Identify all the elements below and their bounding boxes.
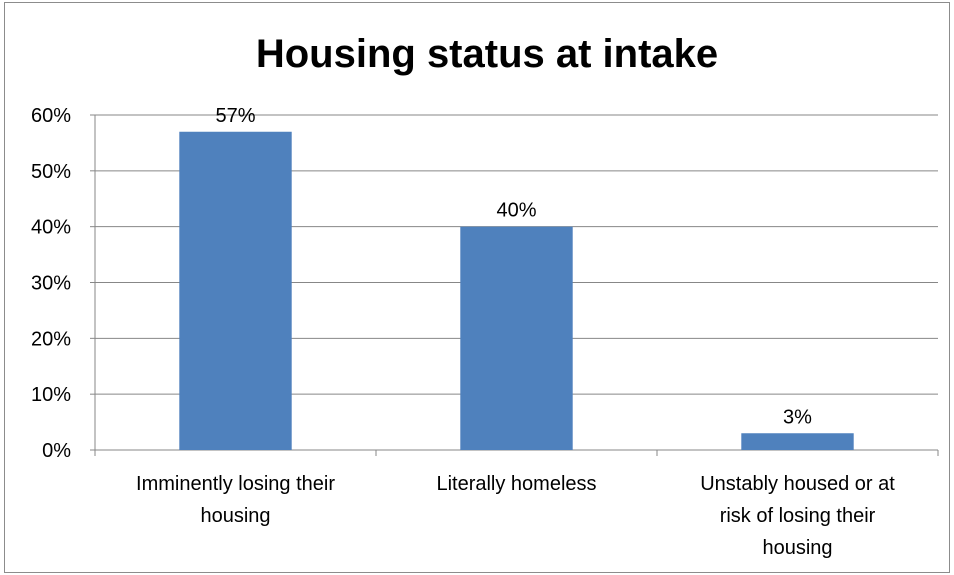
y-tick-label: 50% [31, 161, 71, 183]
bar [179, 131, 292, 450]
y-tick-label: 60% [31, 105, 71, 127]
labels: 57% Imminently losing their housing 40% Lite… [136, 105, 895, 559]
x-tick-label-line: housing [762, 537, 832, 559]
bars [179, 131, 854, 450]
y-tick-label: 40% [31, 217, 71, 239]
x-tick-label: Literally homeless [436, 473, 596, 495]
x-tick-label: Unstably housed or at risk of losing thei… [700, 473, 895, 559]
x-tick-label-line: Unstably housed or at [700, 473, 895, 495]
data-label: 57% [215, 105, 255, 127]
y-tick-label: 20% [31, 328, 71, 350]
x-tick-label: Imminently losing their housing [136, 473, 335, 527]
bar [741, 433, 854, 450]
bar [460, 226, 573, 450]
data-label: 3% [783, 406, 812, 428]
x-tick-label-line: Literally homeless [436, 473, 596, 495]
x-tick-label-line: Imminently losing their [136, 473, 335, 495]
data-label: 40% [496, 200, 536, 222]
chart-title: Housing status at intake [256, 32, 718, 76]
x-tick-label-line: risk of losing their [720, 505, 876, 527]
y-tick-label: 0% [42, 440, 71, 462]
y-tick-label: 10% [31, 384, 71, 406]
x-tick-label-line: housing [200, 505, 270, 527]
y-tick-label: 30% [31, 273, 71, 295]
